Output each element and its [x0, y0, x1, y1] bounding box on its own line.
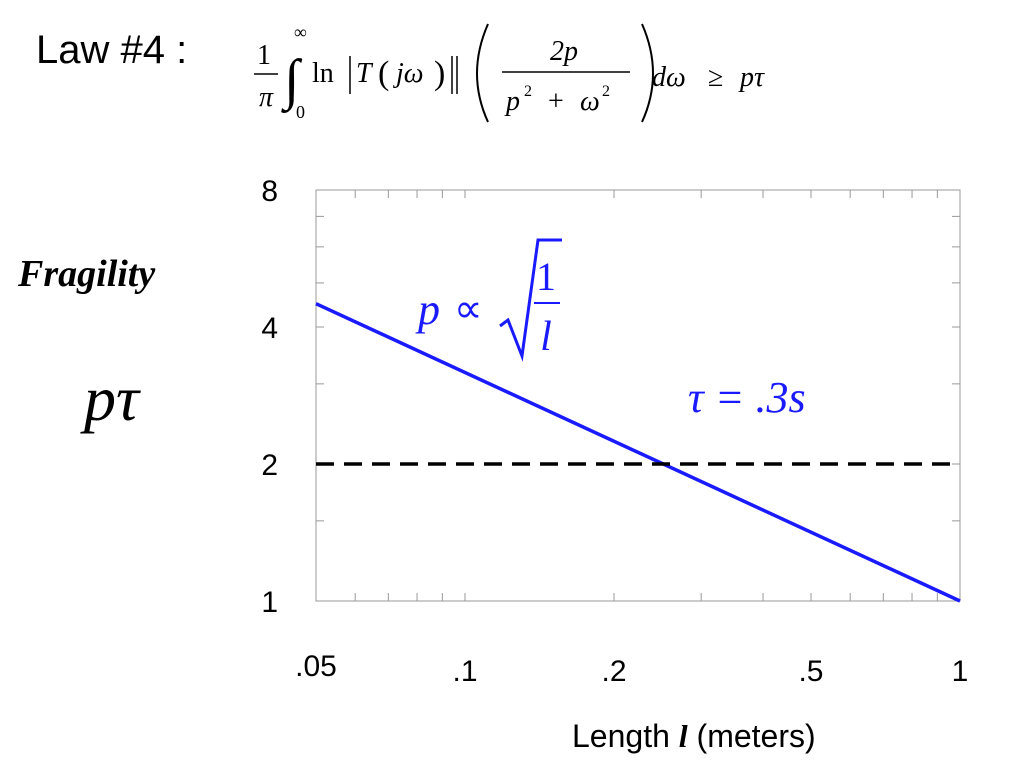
x-axis-title-suffix: (meters) — [696, 718, 816, 754]
law-formula: 1 π ∫ ∞ 0 ln T ( jω ) 2p p 2 + ω 2 dω ≥ … — [254, 22, 765, 123]
x-tick-label: .05 — [295, 650, 337, 683]
x-tick-labels: .05 .1 .2 .5 1 — [295, 650, 968, 688]
y-tick-label: 2 — [261, 449, 278, 482]
formula-num: 2p — [550, 36, 578, 67]
formula-geq: ≥ — [708, 62, 723, 93]
paren-close-small: ) — [434, 55, 445, 92]
paren-open-small: ( — [378, 55, 389, 92]
prop-symbol: ∝ — [454, 286, 483, 331]
formula-pre-pi: π — [259, 82, 274, 113]
y-axis-title: Fragility — [18, 253, 156, 295]
sqrt-sign — [499, 238, 562, 362]
formula-den-p-sq: 2 — [524, 83, 532, 100]
formula-den-plus: + — [548, 86, 564, 117]
y-axis-symbol: pτ — [84, 363, 139, 434]
x-tick-label: .5 — [798, 655, 823, 688]
tau-annotation: τ = .3s — [688, 373, 806, 422]
formula-jw: jω — [393, 58, 424, 89]
formula-ln: ln — [312, 58, 334, 89]
y-tick-labels: 1 2 4 8 — [261, 175, 278, 619]
formula-den-w: ω — [580, 86, 600, 117]
integral-sign: ∫ — [281, 49, 303, 114]
big-paren-right — [641, 23, 654, 123]
formula-den-p: p — [504, 86, 520, 117]
prop-num: 1 — [536, 254, 556, 299]
formula-T: T — [356, 58, 374, 89]
minor-ticks — [316, 190, 960, 601]
y-tick-label: 4 — [261, 312, 278, 345]
big-paren-left — [476, 23, 489, 123]
x-tick-label: .2 — [601, 655, 626, 688]
x-axis-title: Length l (meters) — [572, 718, 816, 755]
law-title: Law #4 : — [36, 28, 188, 72]
formula-dw: dω — [652, 62, 686, 93]
integral-upper: ∞ — [294, 22, 307, 42]
fragility-line — [315, 302, 961, 603]
chart-series — [315, 302, 961, 603]
x-axis-title-prefix: Length — [572, 718, 670, 754]
formula-pre-one: 1 — [257, 40, 271, 71]
formula-den-w-sq: 2 — [602, 83, 610, 100]
integral-lower: 0 — [296, 102, 305, 122]
plot-frame — [315, 189, 961, 602]
prop-p: p — [415, 285, 440, 334]
prop-den: l — [540, 314, 552, 360]
x-tick-label: 1 — [952, 655, 969, 688]
y-tick-label: 1 — [261, 586, 278, 619]
y-tick-label: 8 — [261, 175, 278, 208]
proportionality-annotation: p ∝ 1 l — [415, 238, 562, 362]
x-axis-title-var: l — [678, 718, 688, 754]
formula-rhs: pτ — [738, 62, 765, 93]
x-tick-label: .1 — [452, 655, 477, 688]
